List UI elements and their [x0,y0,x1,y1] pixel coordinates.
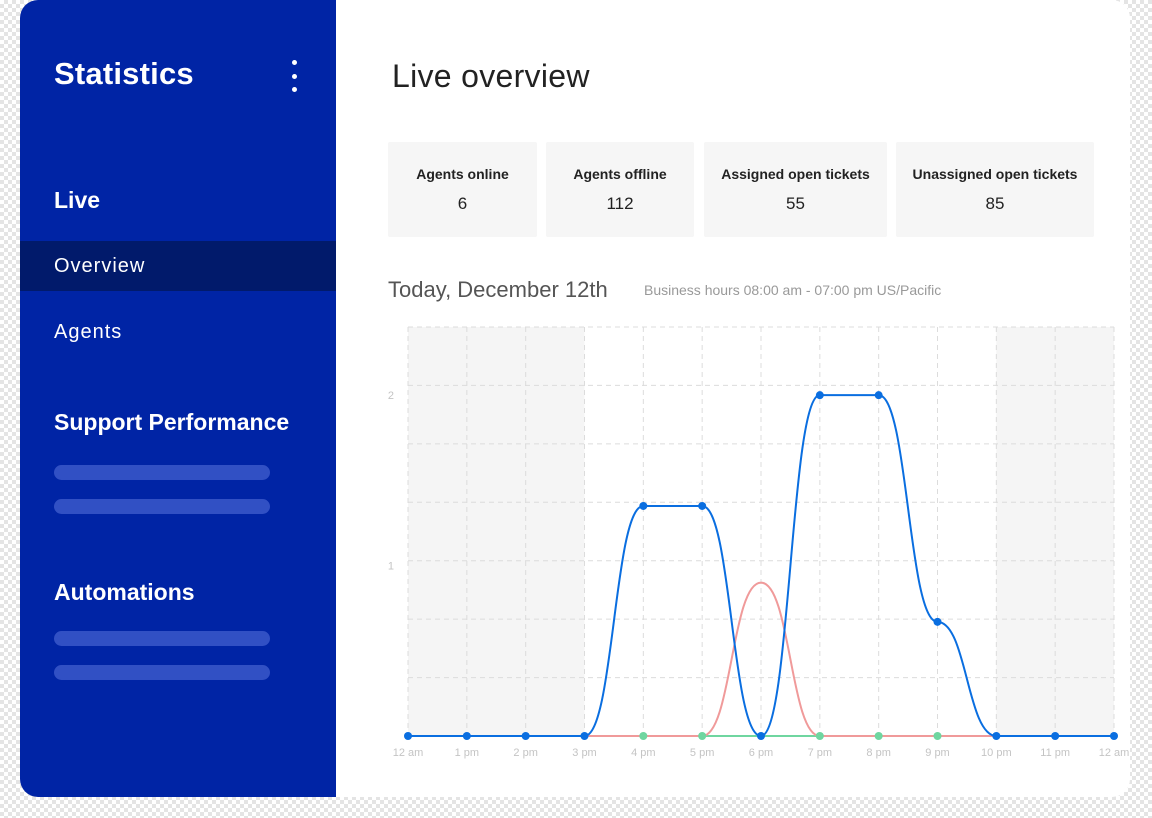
stat-card-unassigned-open-tickets: Unassigned open tickets 85 [896,142,1094,237]
series-point-0 [698,501,707,510]
series-point-0 [757,732,765,740]
stat-value: 55 [786,194,805,213]
date-title: Today, December 12th [388,277,608,302]
placeholder-item [54,465,270,480]
off-hours-shade [996,327,1114,736]
x-tick-label: 8 pm [866,747,890,759]
series-line-0 [408,394,1114,738]
section-automations: Automations [54,579,195,605]
series-point-0 [992,732,1001,740]
off-hours-shade [408,327,585,736]
stat-label: Assigned open tickets [721,166,870,182]
page-title: Live overview [392,58,590,94]
x-tick-label: 4 pm [631,747,655,759]
x-tick-label: 6 pm [749,747,773,759]
stat-label: Agents online [416,166,509,182]
series-point-0 [1110,732,1118,740]
stat-label: Agents offline [573,166,667,182]
x-tick-label: 12 am [393,747,424,759]
stat-value: 6 [457,194,468,213]
placeholder-item [54,499,270,514]
sidebar-title: Statistics [54,56,194,91]
series-point-2 [815,732,824,740]
x-tick-label: 1 pm [455,747,479,759]
series-point-0 [639,501,648,510]
section-live: Live [54,187,101,213]
stat-card-assigned-open-tickets: Assigned open tickets 55 [704,142,887,237]
x-tick-label: 9 pm [925,747,949,759]
series-point-2 [639,732,648,740]
x-tick-label: 11 pm [1040,747,1070,759]
business-hours: Business hours 08:00 am - 07:00 pm US/Pa… [644,282,942,298]
app-window: Statistics Live Overview Agents Support … [20,0,1130,797]
series-point-0 [580,732,589,740]
stat-card-agents-online: Agents online 6 [388,142,537,237]
stat-value: 112 [606,194,634,213]
series-point-2 [933,732,942,740]
y-tick-label: 2 [388,390,394,402]
more-options-icon[interactable] [282,60,306,92]
y-tick-label: 1 [388,561,394,573]
main-content: Live overview Agents online 6 Agents off… [336,0,1130,797]
x-tick-label: 3 pm [572,747,596,759]
series-point-0 [404,732,412,740]
stat-value: 85 [985,194,1005,213]
x-tick-label: 2 pm [513,747,537,759]
series-point-0 [1051,732,1060,740]
series-point-0 [933,617,942,626]
series-point-0 [815,391,824,400]
stat-card-agents-offline: Agents offline 112 [546,142,694,237]
section-support-performance: Support Performance [54,409,290,435]
sidebar: Statistics Live Overview Agents Support … [20,0,336,797]
x-tick-label: 10 pm [981,747,1012,759]
sidebar-item-agents[interactable]: Agents [54,321,123,343]
series-point-2 [698,732,707,740]
placeholder-item [54,665,270,680]
x-tick-label: 12 am [1099,747,1130,759]
x-tick-label: 5 pm [690,747,714,759]
sidebar-item-overview[interactable]: Overview [20,241,336,291]
series-point-0 [462,732,471,740]
placeholder-item [54,631,270,646]
series-point-2 [874,732,883,740]
series-point-0 [521,732,530,740]
live-chart: 1 2 12 am 1 pm 2 pm 3 pm 4 pm 5 pm 6 pm 7 pm 8 pm 9… [388,326,1130,759]
x-tick-label: 7 pm [808,747,832,759]
series-point-0 [874,391,883,400]
stat-label: Unassigned open tickets [912,166,1078,182]
